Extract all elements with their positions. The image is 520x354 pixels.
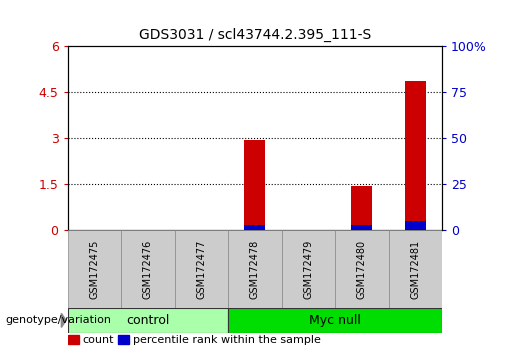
Text: GSM172480: GSM172480 (357, 239, 367, 299)
Bar (405, 81, 426, 230)
Bar (335, 230, 388, 308)
Text: GSM172481: GSM172481 (410, 239, 420, 299)
Bar (405, 221, 426, 230)
Bar (228, 230, 281, 308)
Bar (68, 335, 79, 344)
Bar (388, 230, 442, 308)
Text: GSM172479: GSM172479 (303, 239, 313, 299)
Text: percentile rank within the sample: percentile rank within the sample (133, 335, 321, 345)
Bar (68, 230, 121, 308)
Text: Myc null: Myc null (309, 314, 361, 327)
Text: count: count (83, 335, 114, 345)
Text: GSM172475: GSM172475 (89, 239, 99, 299)
Bar (281, 230, 335, 308)
Text: GSM172477: GSM172477 (197, 239, 206, 299)
Bar (118, 335, 129, 344)
Title: GDS3031 / scl43744.2.395_111-S: GDS3031 / scl43744.2.395_111-S (139, 28, 371, 42)
Bar (244, 139, 266, 230)
Text: genotype/variation: genotype/variation (5, 315, 111, 325)
Bar (121, 230, 175, 308)
Polygon shape (61, 313, 66, 327)
Bar (68, 308, 228, 333)
Bar (175, 230, 228, 308)
Text: control: control (126, 314, 170, 327)
Bar (244, 224, 266, 230)
Bar (351, 185, 372, 230)
Bar (228, 308, 442, 333)
Text: GSM172476: GSM172476 (143, 239, 153, 299)
Bar (351, 224, 372, 230)
Text: GSM172478: GSM172478 (250, 239, 260, 299)
